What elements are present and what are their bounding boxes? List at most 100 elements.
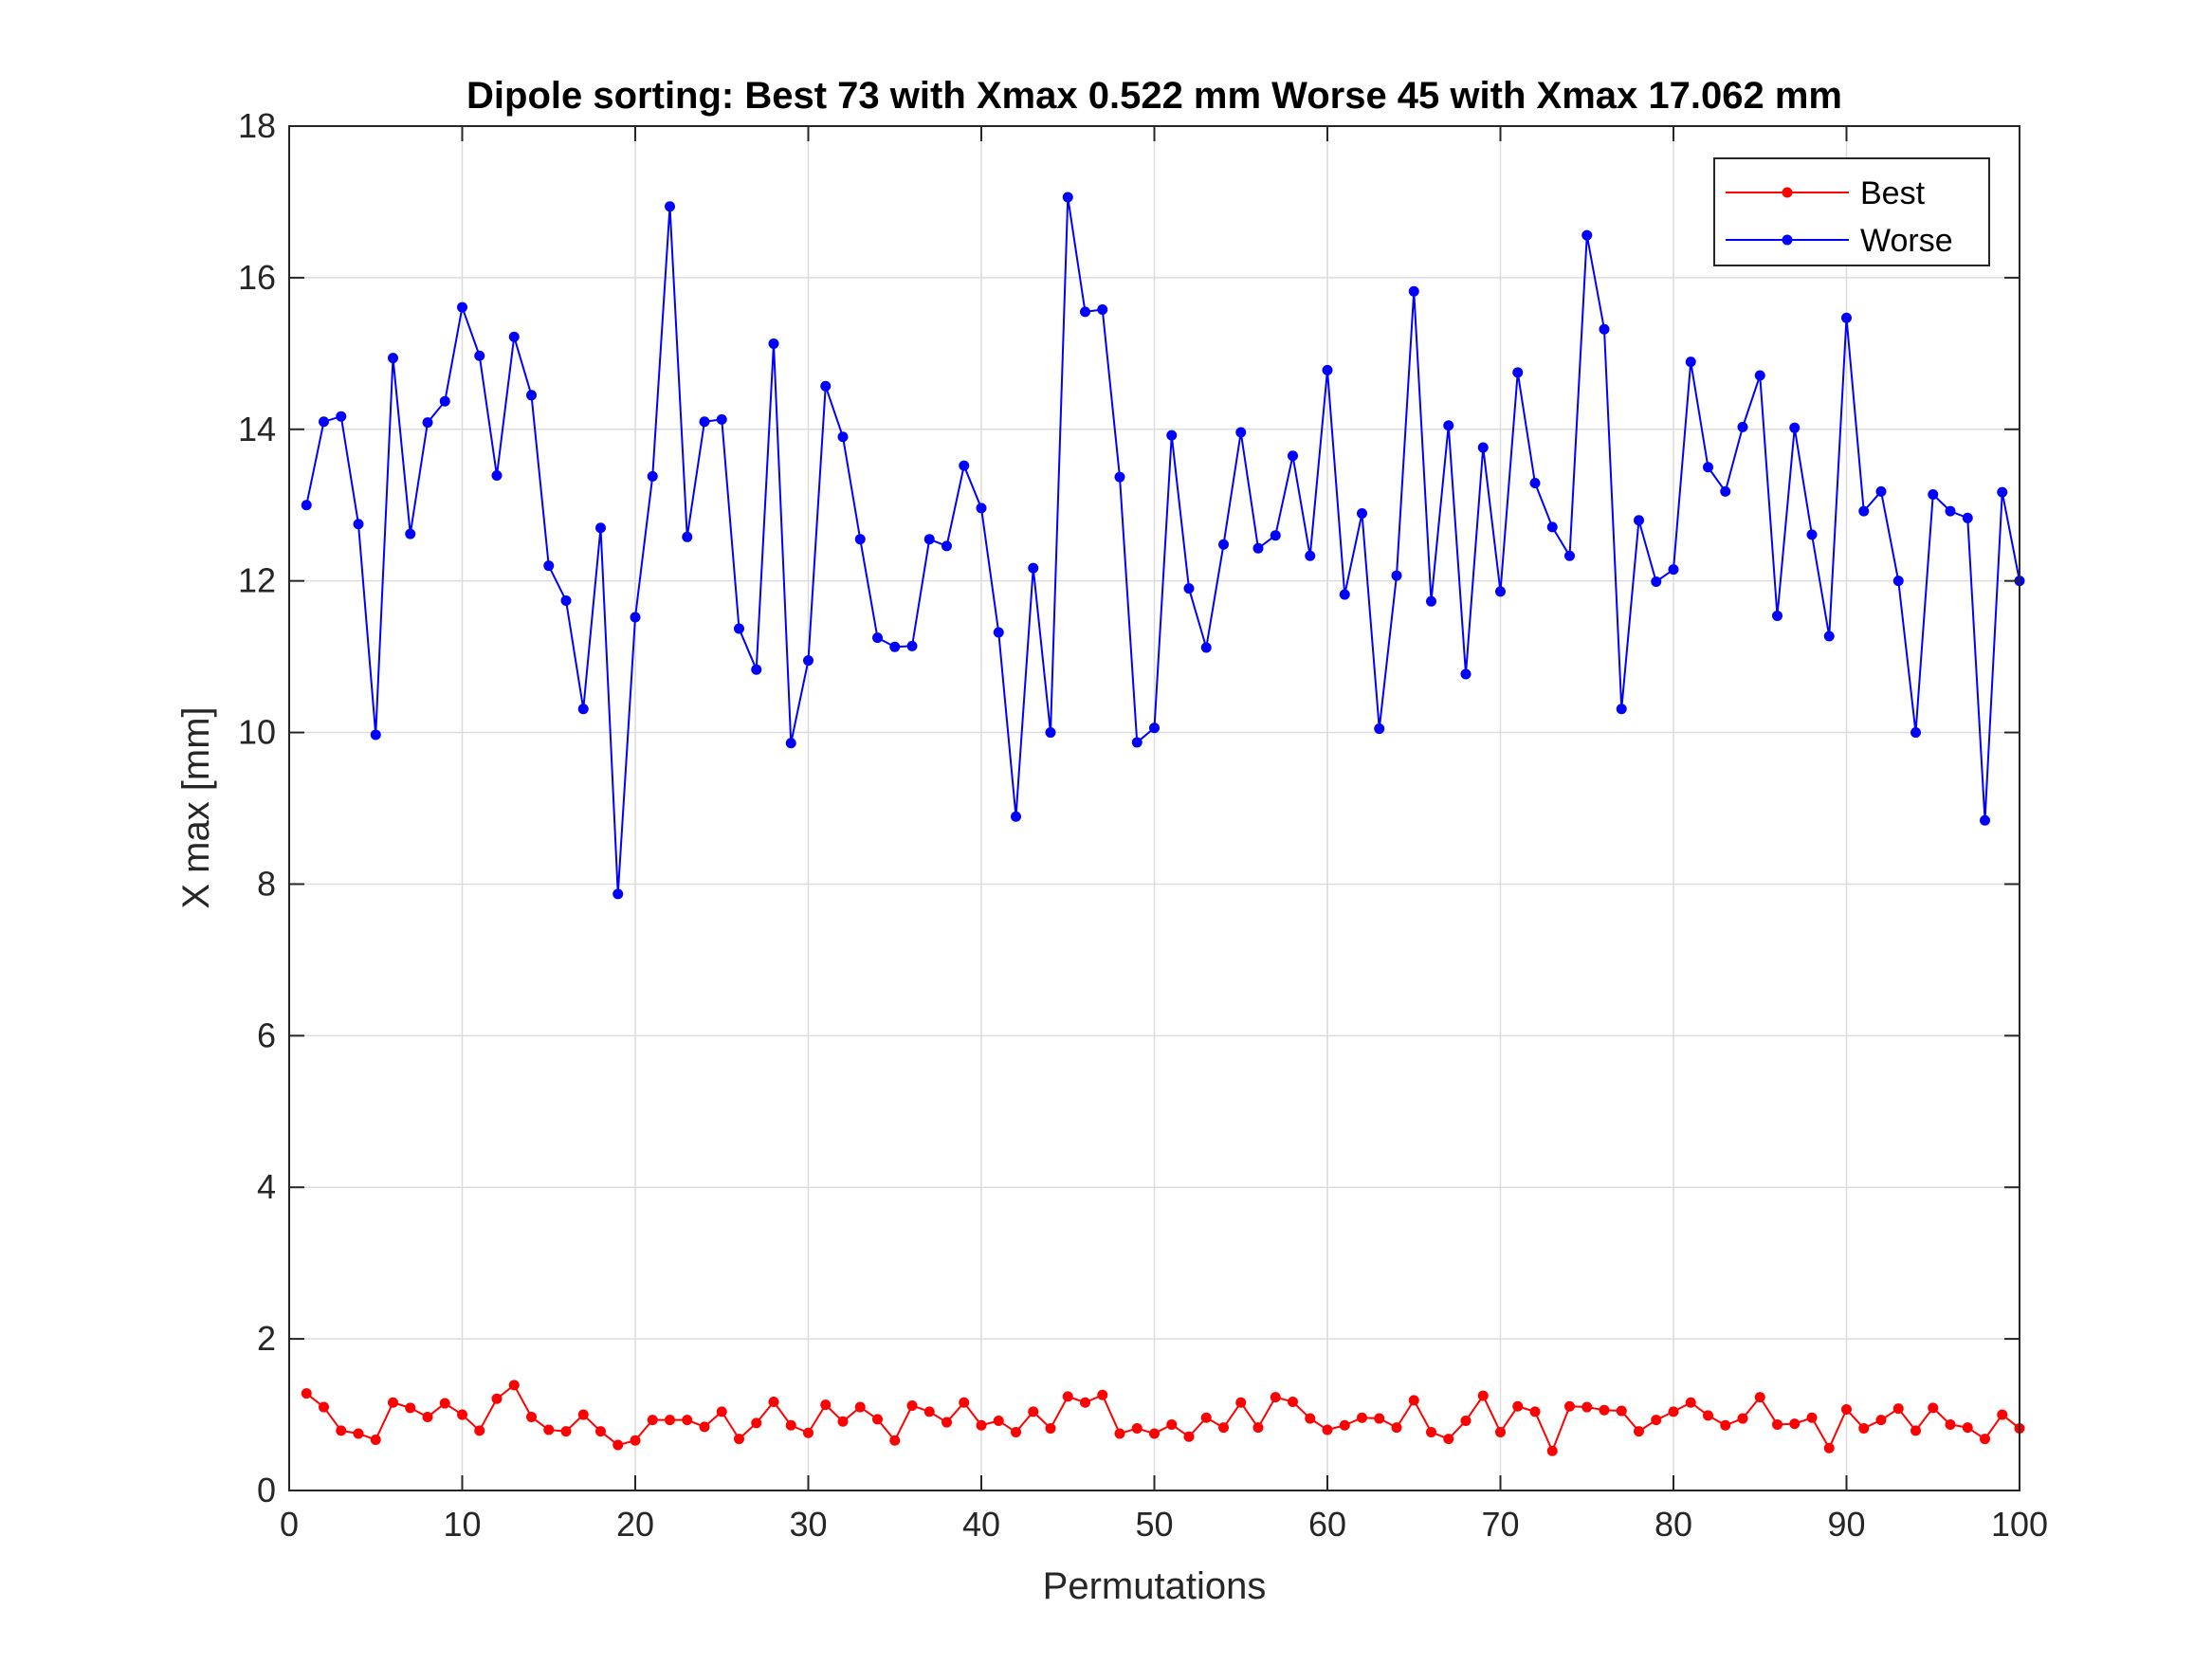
data-point-worse [785, 738, 796, 749]
data-point-best [872, 1414, 883, 1425]
data-point-best [1737, 1413, 1748, 1424]
data-point-worse [1028, 562, 1039, 574]
data-point-worse [577, 704, 589, 715]
x-tick-label: 70 [1481, 1505, 1519, 1544]
data-point-best [959, 1397, 970, 1408]
data-point-best [508, 1380, 520, 1391]
data-point-best [405, 1402, 416, 1414]
data-point-worse [1928, 489, 1939, 501]
y-tick-label: 8 [257, 864, 276, 903]
data-point-worse [1270, 530, 1281, 541]
data-point-worse [1339, 589, 1350, 600]
data-point-worse [630, 612, 641, 623]
data-point-worse [595, 522, 606, 534]
data-point-best [319, 1401, 329, 1413]
data-point-worse [1183, 583, 1195, 594]
data-point-best [1754, 1392, 1765, 1403]
data-point-worse [508, 331, 520, 342]
data-point-best [1305, 1413, 1316, 1424]
series-worse [301, 192, 2025, 900]
data-point-best [682, 1415, 693, 1426]
data-point-best [751, 1417, 762, 1429]
data-point-worse [1477, 442, 1489, 453]
data-point-best [1581, 1401, 1593, 1413]
data-point-best [1720, 1419, 1731, 1431]
data-point-best [1945, 1418, 1956, 1430]
data-point-best [1928, 1402, 1939, 1414]
data-point-worse [1235, 427, 1247, 438]
data-point-worse [1080, 306, 1090, 318]
data-point-worse [1703, 462, 1713, 473]
data-point-worse [1322, 364, 1333, 375]
data-point-best [457, 1409, 467, 1420]
x-tick-label: 100 [1991, 1505, 2048, 1544]
data-point-worse [665, 201, 675, 212]
data-point-worse [1806, 529, 1818, 540]
data-point-best [439, 1398, 450, 1409]
x-tick-label: 90 [1827, 1505, 1865, 1544]
data-point-worse [1737, 421, 1748, 432]
data-point-best [1131, 1422, 1143, 1434]
data-point-worse [1599, 323, 1610, 335]
data-point-worse [1374, 723, 1385, 735]
data-point-best [612, 1439, 624, 1451]
data-point-best [474, 1425, 485, 1436]
legend-label-best: Best [1860, 175, 1926, 211]
data-point-best [630, 1435, 641, 1446]
data-point-worse [1841, 312, 1852, 323]
data-point-worse [1910, 727, 1921, 739]
data-point-best [1357, 1412, 1367, 1423]
data-point-worse [1634, 515, 1644, 526]
data-point-best [647, 1415, 658, 1426]
data-point-best [1634, 1426, 1644, 1437]
y-tick-label: 16 [238, 258, 276, 297]
data-point-worse [941, 540, 952, 552]
data-point-worse [422, 417, 433, 429]
data-point-best [491, 1393, 503, 1404]
x-tick-label: 60 [1308, 1505, 1346, 1544]
legend: Best Worse [1713, 157, 1990, 266]
data-point-worse [1529, 478, 1541, 489]
data-point-worse [319, 416, 329, 428]
data-point-best [1772, 1418, 1782, 1430]
data-point-best [560, 1426, 572, 1437]
series-layer [301, 192, 2025, 1456]
data-point-best [1823, 1442, 1835, 1454]
data-point-worse [1651, 576, 1662, 587]
y-tick-label: 10 [238, 713, 276, 752]
data-point-worse [1062, 192, 1073, 203]
data-point-worse [699, 416, 710, 428]
data-point-best [1460, 1415, 1472, 1426]
data-point-best [1875, 1415, 1887, 1426]
data-point-best [1529, 1406, 1541, 1417]
data-point-best [577, 1409, 589, 1420]
data-point-worse [1200, 642, 1212, 653]
x-tick-label: 50 [1135, 1505, 1173, 1544]
data-point-best [1252, 1422, 1264, 1434]
data-point-best [1288, 1396, 1298, 1407]
data-point-worse [1305, 550, 1316, 561]
legend-label-worse: Worse [1860, 223, 1953, 259]
data-point-best [1200, 1412, 1212, 1423]
data-point-best [854, 1401, 866, 1413]
data-point-worse [993, 627, 1004, 638]
data-point-best [993, 1415, 1004, 1426]
data-point-best [1149, 1428, 1160, 1439]
data-point-best [1374, 1413, 1385, 1424]
data-point-best [595, 1426, 606, 1437]
data-point-best [1599, 1404, 1610, 1416]
data-point-worse [1408, 285, 1419, 297]
data-point-best [1443, 1434, 1454, 1445]
data-point-worse [1166, 430, 1178, 441]
data-point-best [1892, 1403, 1904, 1415]
data-point-best [1962, 1422, 1973, 1434]
data-point-worse [906, 640, 918, 651]
data-point-worse [1131, 737, 1143, 748]
series-best [301, 1380, 2025, 1456]
data-point-best [301, 1388, 312, 1399]
x-tick-label: 20 [616, 1505, 654, 1544]
data-point-worse [716, 413, 727, 425]
data-point-worse [474, 350, 485, 361]
